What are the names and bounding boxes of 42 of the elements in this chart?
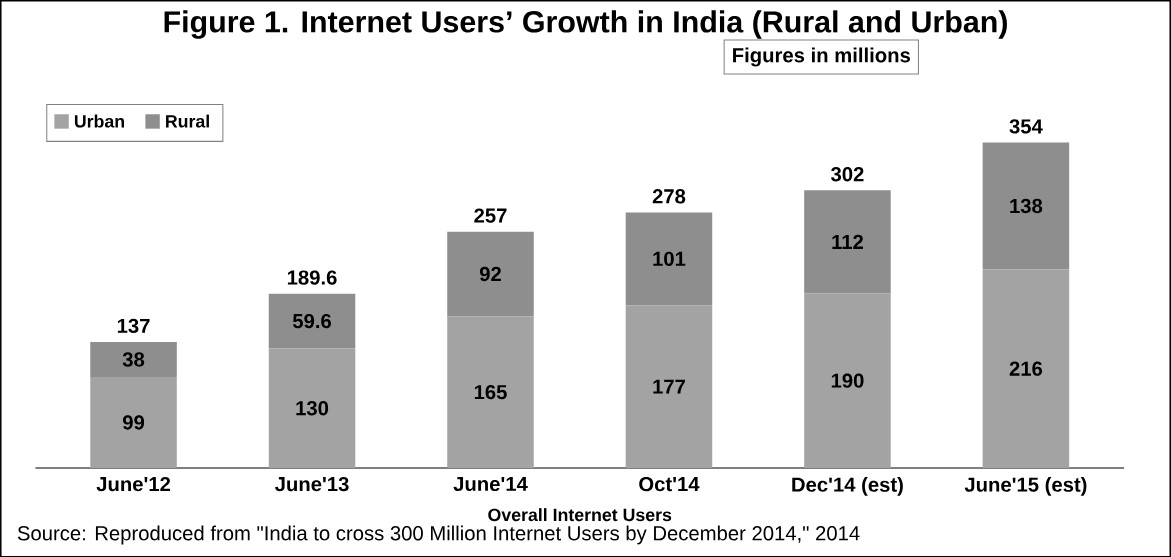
bar	[268, 293, 356, 349]
chart-title: Figure 1. Internet Users’ Growth in India (Rural and Urban)	[164, 10, 1007, 39]
data-label: 101	[653, 251, 686, 266]
data-label: 130	[296, 400, 329, 416]
source-note: Source: Reproduced from "India to cross 300 Million Internet Users by December 2014," 2014	[17, 525, 860, 545]
x-tick-label: June'12	[96, 476, 171, 492]
legend-label: Rural	[166, 114, 209, 128]
total-label: 354	[1009, 119, 1043, 134]
total-label: 189.6	[287, 270, 337, 285]
x-axis-title: Overall Internet Users	[488, 507, 672, 521]
bar	[90, 376, 177, 468]
data-label: 177	[653, 379, 685, 394]
data-label: 92	[479, 266, 501, 281]
x-tick-label: Dec'14 (est)	[792, 476, 903, 496]
data-label: 190	[831, 373, 864, 388]
data-label: 38	[122, 352, 145, 367]
data-label: 165	[474, 384, 507, 400]
total-label: 257	[474, 208, 507, 223]
bar	[625, 212, 713, 306]
x-tick-label: June'15 (est)	[964, 476, 1087, 496]
data-label: 112	[832, 234, 863, 249]
data-label: 138	[1010, 198, 1043, 213]
x-tick-label: Oct'14	[639, 476, 700, 492]
total-label: 137	[117, 318, 150, 333]
data-label: 99	[122, 415, 145, 430]
x-tick-label: June'14	[453, 476, 528, 491]
bar	[447, 231, 534, 317]
text: Figures in millions	[733, 47, 911, 67]
total-label: 302	[831, 166, 864, 182]
bar	[447, 316, 534, 468]
bar	[90, 341, 177, 377]
legend-label: Urban	[74, 114, 124, 128]
bar	[804, 190, 891, 294]
data-label: 59.6	[292, 313, 331, 329]
bar	[982, 269, 1070, 468]
total-label: 278	[652, 188, 686, 204]
data-label: 216	[1009, 361, 1043, 376]
bar	[268, 348, 356, 468]
x-tick-label: June'13	[274, 476, 349, 492]
bar	[804, 293, 891, 468]
bar	[982, 142, 1070, 270]
bar	[625, 305, 713, 468]
